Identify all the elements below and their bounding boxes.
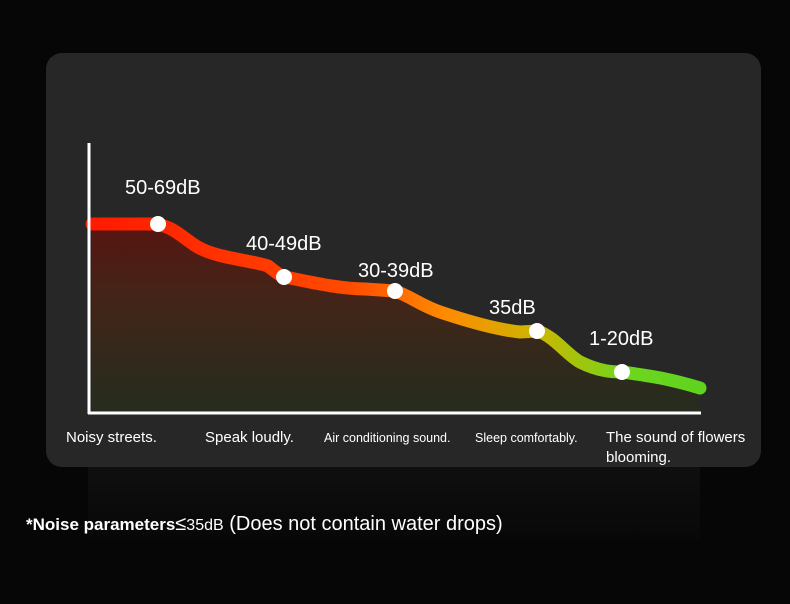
x-tick-label: Sleep comfortably. bbox=[475, 431, 578, 445]
data-point-marker bbox=[150, 216, 166, 232]
data-point-marker bbox=[276, 269, 292, 285]
data-point-label: 30-39dB bbox=[358, 260, 434, 282]
data-point-marker bbox=[387, 283, 403, 299]
x-tick-label: Air conditioning sound. bbox=[324, 431, 450, 445]
x-tick-label: The sound of flowers blooming. bbox=[606, 429, 745, 466]
noise-footnote: *Noise parameters≤35dB (Does not contain… bbox=[26, 513, 503, 536]
footnote-bold: *Noise parameters bbox=[26, 515, 176, 534]
data-point-label: 35dB bbox=[489, 297, 536, 319]
x-tick-label: Noisy streets. bbox=[66, 429, 157, 446]
x-tick-label: Speak loudly. bbox=[205, 429, 294, 446]
area-fill bbox=[92, 224, 700, 412]
data-point-label: 50-69dB bbox=[125, 177, 201, 199]
footnote-symbol: ≤ bbox=[175, 513, 187, 535]
data-point-label: 40-49dB bbox=[246, 233, 322, 255]
footnote-rest: (Does not contain water drops) bbox=[223, 513, 503, 535]
panel-reflection bbox=[88, 467, 700, 539]
footnote-value: 35dB bbox=[186, 517, 224, 534]
data-point-marker bbox=[614, 364, 630, 380]
data-point-marker bbox=[529, 323, 545, 339]
trend-line bbox=[85, 217, 707, 395]
data-point-label: 1-20dB bbox=[589, 328, 654, 350]
